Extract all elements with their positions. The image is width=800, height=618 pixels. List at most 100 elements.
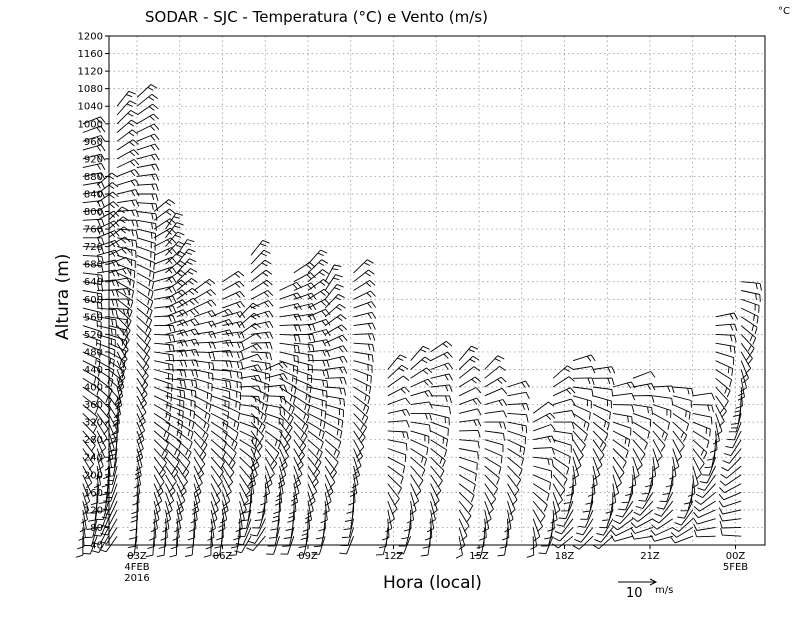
wind-barb [279,457,287,480]
wind-barb [176,338,200,346]
wind-barb [250,342,273,350]
wind-barb [222,377,242,390]
wind-barb [116,100,137,116]
reference-vector-unit: m/s [655,585,673,596]
wind-barb [426,509,435,533]
wind-barb [572,421,588,442]
wind-barb [699,465,717,484]
x-tick-year: 2016 [124,573,149,584]
x-tick-label: 06Z [213,551,233,562]
wind-barb [260,483,268,506]
wind-barb [552,492,561,515]
wind-barb [96,421,108,445]
wind-barb [709,430,718,453]
wind-barb [692,421,711,437]
wind-barb [222,404,241,421]
y-tick-label: 480 [84,347,103,358]
wind-barb [116,334,129,356]
wind-barb [430,448,446,468]
wind-barb [612,404,635,413]
wind-barb [165,404,184,419]
wind-barb [632,371,656,379]
wind-barb [279,342,300,354]
wind-barb [569,465,577,489]
wind-barb [97,298,119,307]
wind-barb [458,456,478,471]
wind-barb [652,509,674,524]
wind-barb [165,212,184,230]
wind-barb [230,527,241,549]
wind-barb [387,430,409,440]
wind-barb [150,509,158,533]
wind-barb [165,339,188,347]
x-tick-date: 4FEB [124,562,149,573]
wind-barb [89,492,98,514]
wind-barb [154,324,176,333]
wind-barb [279,333,301,343]
wind-barb [526,536,535,558]
wind-barb [82,404,98,424]
wind-barb [715,395,727,418]
wind-barb [116,369,125,392]
wind-barb [293,377,312,394]
wind-barb [165,377,186,388]
wind-barb [353,377,372,394]
wind-barb [101,500,118,519]
wind-barb [75,536,84,558]
wind-barb [692,439,708,460]
wind-barb [324,303,346,318]
wind-barb [264,465,273,489]
wind-barb [222,360,244,370]
wind-barb [153,404,172,422]
wind-barb [271,501,280,523]
wind-barb [136,84,158,98]
wind-barb [153,492,161,515]
wind-barb [533,465,553,479]
wind-barb [544,518,554,540]
wind-barb [222,290,245,300]
wind-barb [222,395,241,411]
wind-barb [430,421,449,436]
wind-barb [307,483,316,507]
wind-barb [108,246,131,256]
wind-barb [82,474,92,498]
wind-barb [193,278,216,291]
wind-barb [165,474,176,497]
wind-barb [162,509,170,533]
wind-barb [385,509,393,533]
wind-barb [719,483,742,494]
wind-barb [507,412,529,422]
wind-barb [484,387,508,397]
wind-barb [82,430,96,452]
wind-barb [672,439,683,462]
wind-barb [96,500,109,520]
wind-barb [553,430,574,441]
wind-barb [430,456,445,478]
y-tick-label: 1000 [78,119,103,130]
wind-barb [193,310,217,318]
wind-barb [175,500,183,524]
wind-barb [652,430,666,452]
wind-barb [264,448,278,470]
wind-barb [154,285,177,293]
wind-barb [116,129,139,142]
wind-barb [592,448,603,471]
wind-barb [210,318,234,327]
wind-barb [324,274,343,291]
wind-barb [715,323,738,332]
wind-barb [190,501,198,524]
wind-barb [381,518,390,541]
wind-barb [307,269,329,283]
wind-barb [136,439,144,463]
wind-barb [532,491,548,512]
wind-barb [410,448,428,466]
wind-barb [670,535,693,544]
wind-barb [572,535,594,550]
wind-barb [222,483,231,506]
wind-barb [136,281,154,299]
wind-barb [459,419,482,427]
wind-barb [82,439,95,461]
wind-barb [387,420,410,428]
wind-barb [715,351,735,365]
wind-barb [136,143,160,151]
